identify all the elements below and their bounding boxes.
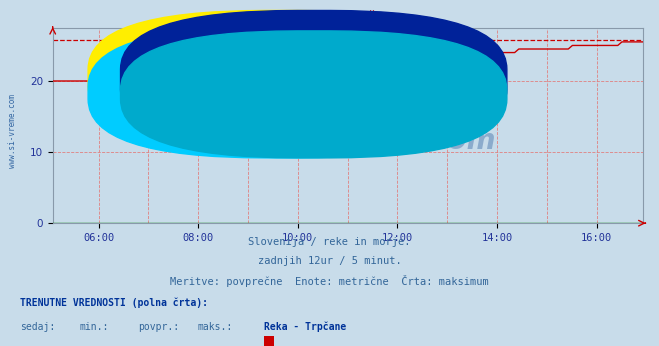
Text: www.si-vreme.com: www.si-vreme.com — [8, 94, 17, 169]
FancyBboxPatch shape — [88, 28, 474, 158]
Text: TRENUTNE VREDNOSTI (polna črta):: TRENUTNE VREDNOSTI (polna črta): — [20, 298, 208, 308]
Text: www.si-vreme.com: www.si-vreme.com — [200, 127, 496, 155]
FancyBboxPatch shape — [121, 31, 507, 158]
Text: maks.:: maks.: — [198, 322, 233, 332]
Title: Reka - Trpčane: Reka - Trpčane — [294, 10, 401, 25]
Text: povpr.:: povpr.: — [138, 322, 179, 332]
FancyBboxPatch shape — [88, 10, 474, 145]
Text: sedaj:: sedaj: — [20, 322, 55, 332]
FancyBboxPatch shape — [121, 10, 507, 148]
Text: Reka - Trpčane: Reka - Trpčane — [264, 322, 346, 332]
Text: Meritve: povprečne  Enote: metrične  Črta: maksimum: Meritve: povprečne Enote: metrične Črta:… — [170, 275, 489, 287]
Text: min.:: min.: — [79, 322, 109, 332]
Text: Slovenija / reke in morje.: Slovenija / reke in morje. — [248, 237, 411, 247]
Text: zadnjih 12ur / 5 minut.: zadnjih 12ur / 5 minut. — [258, 256, 401, 266]
